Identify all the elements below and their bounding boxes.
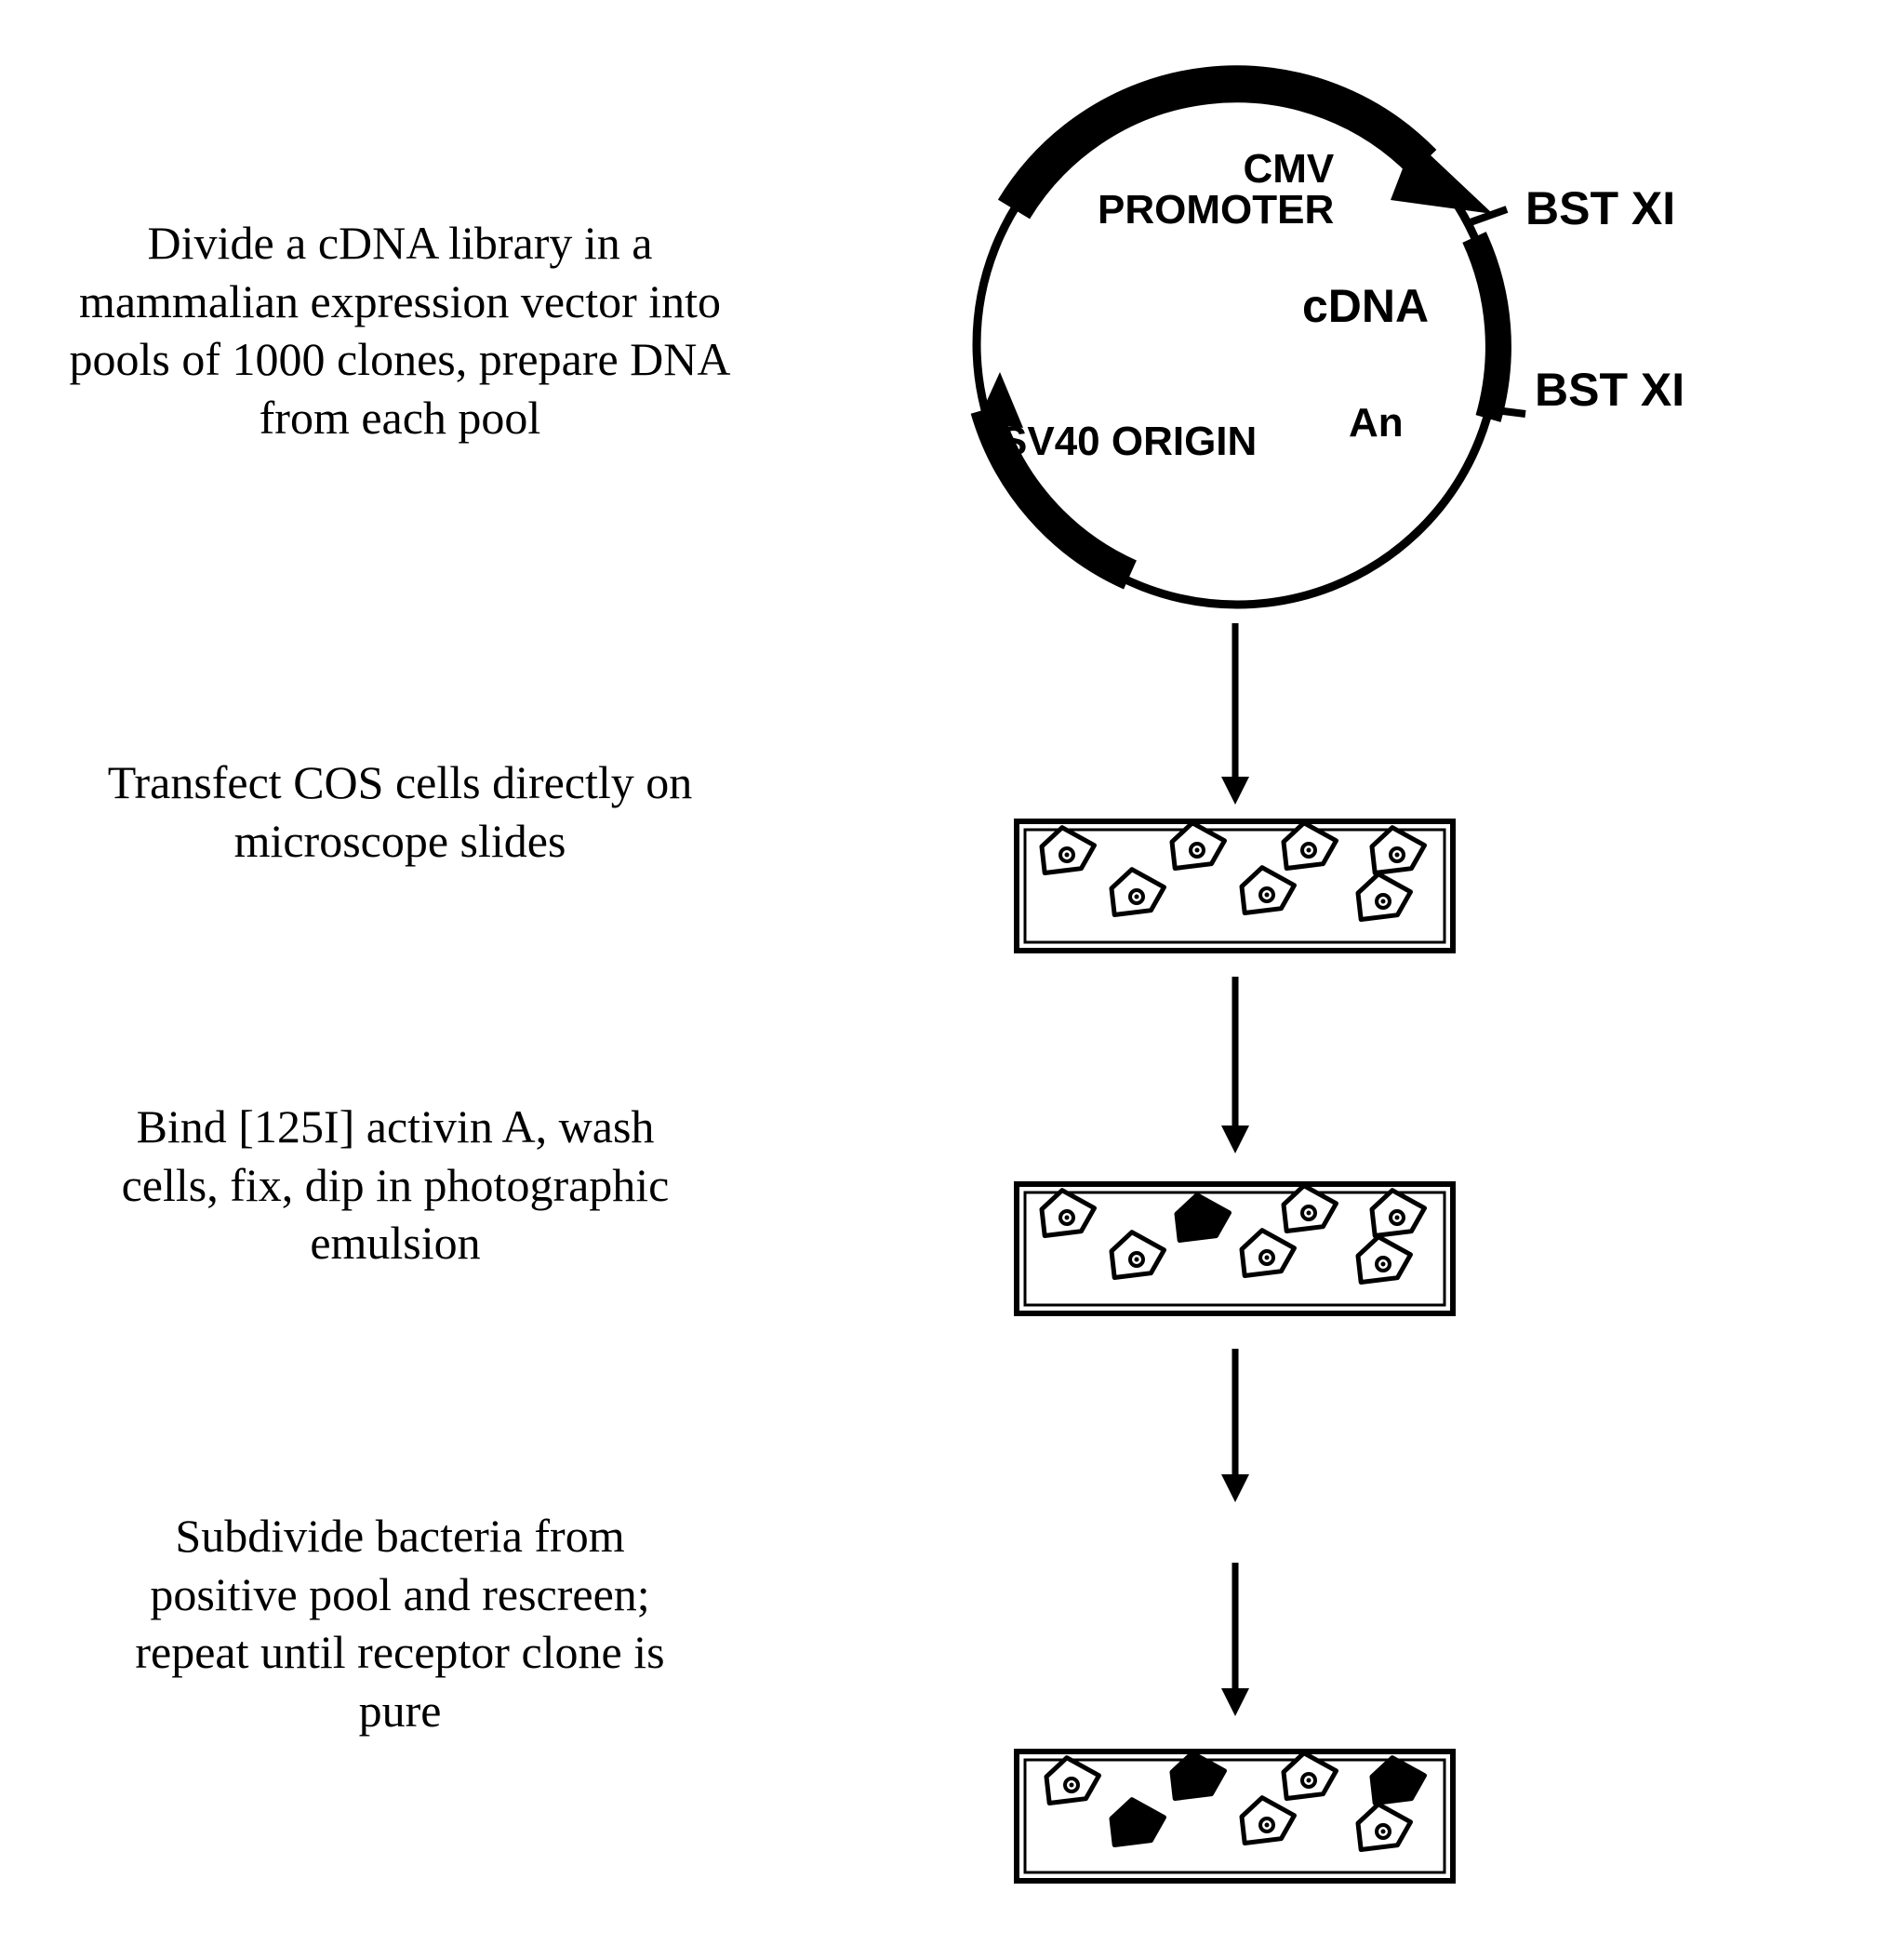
diagram-container: Divide a cDNA library in a mammalian exp… xyxy=(0,0,1904,1958)
cell-slide-1 xyxy=(1014,819,1456,953)
cell-slide-2 xyxy=(1014,1181,1456,1316)
arrow1 xyxy=(1214,623,1257,809)
cmv-promoter-label: CMV PROMOTER xyxy=(1098,149,1334,231)
step4-text: Subdivide bacteria from positive pool an… xyxy=(121,1507,679,1739)
plasmid-diagram xyxy=(912,19,1563,670)
step1-text: Divide a cDNA library in a mammalian exp… xyxy=(56,214,744,446)
cdna-label: cDNA xyxy=(1302,279,1429,333)
cell-slide-3 xyxy=(1014,1749,1456,1884)
cmv-label-line2: PROMOTER xyxy=(1098,190,1334,231)
sv40-origin-label: SV40 ORIGIN xyxy=(1000,419,1257,465)
arrow4 xyxy=(1214,1563,1257,1721)
bst-xi-bottom-label: BST XI xyxy=(1535,363,1684,417)
cmv-label-line1: CMV xyxy=(1098,149,1334,190)
arrow2 xyxy=(1214,977,1257,1158)
an-label: An xyxy=(1349,400,1404,446)
bst-xi-top-label: BST XI xyxy=(1525,181,1675,235)
arrow3 xyxy=(1214,1349,1257,1507)
step3-text: Bind [125I] activin A, wash cells, fix, … xyxy=(93,1098,698,1272)
step2-text: Transfect COS cells directly on microsco… xyxy=(93,753,707,870)
